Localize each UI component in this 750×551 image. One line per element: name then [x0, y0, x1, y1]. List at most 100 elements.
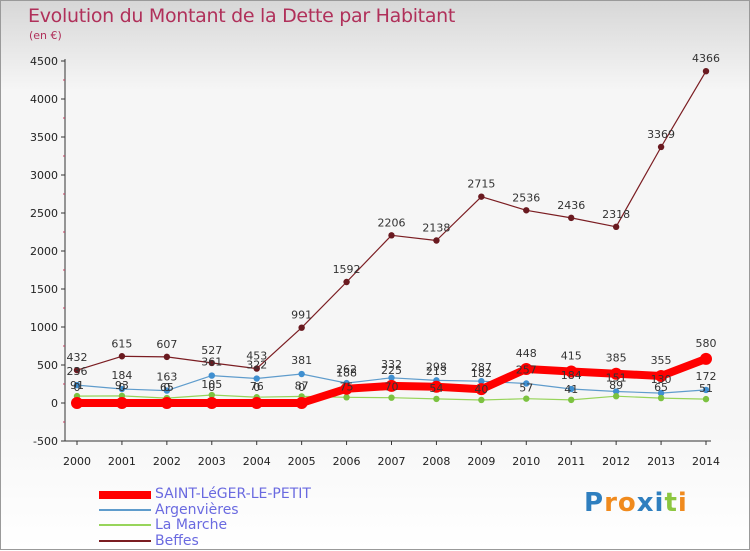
data-label: 4366	[692, 52, 720, 65]
data-label: 615	[111, 337, 132, 350]
data-label: 2436	[557, 199, 585, 212]
data-label: 262	[336, 363, 357, 376]
x-tick-label: 2002	[153, 455, 181, 468]
data-label: 57	[519, 382, 533, 395]
logo-letter: P	[584, 488, 605, 518]
chart-title: Evolution du Montant de la Dette par Hab…	[28, 5, 456, 27]
data-label: 2715	[467, 178, 495, 191]
data-label: 151	[606, 372, 627, 385]
data-point	[433, 395, 440, 403]
y-tick-label: -500	[33, 435, 58, 448]
x-tick-label: 2014	[692, 455, 720, 468]
data-point	[475, 383, 488, 396]
data-point	[298, 324, 305, 331]
data-label: 0	[253, 381, 260, 394]
data-label: 0	[163, 381, 170, 394]
y-tick-label: 4000	[30, 93, 58, 106]
data-point	[385, 379, 398, 392]
y-tick-label: 3500	[30, 131, 58, 144]
logo-letter: x	[636, 488, 655, 518]
data-point	[478, 193, 485, 200]
data-point	[73, 366, 81, 374]
data-label: 298	[426, 360, 447, 373]
data-point	[253, 365, 260, 372]
y-tick-label: 4500	[30, 55, 58, 68]
legend-swatch	[99, 524, 151, 526]
y-tick-label: 1000	[30, 321, 58, 334]
logo-letter: t	[664, 488, 678, 518]
data-label: 213	[426, 365, 447, 378]
data-point	[612, 223, 620, 231]
data-point	[298, 370, 305, 378]
data-point	[208, 391, 215, 399]
data-point	[343, 394, 350, 401]
data-label: 2318	[602, 208, 630, 221]
legend-swatch	[99, 539, 151, 542]
data-point	[478, 396, 485, 404]
logo-letter: i	[677, 488, 688, 518]
data-label: 188	[336, 367, 357, 380]
data-label: 236	[67, 365, 88, 378]
data-label: 76	[250, 380, 264, 393]
data-label: 65	[160, 381, 174, 394]
data-point	[568, 214, 575, 222]
x-tick-label: 2012	[602, 455, 630, 468]
data-label: 0	[118, 381, 125, 394]
data-label: 2138	[422, 222, 450, 235]
data-point	[478, 377, 485, 385]
data-label: 381	[291, 354, 312, 367]
data-label: 184	[561, 369, 582, 382]
data-label: 87	[295, 379, 309, 392]
data-label: 415	[561, 349, 582, 362]
x-tick-label: 2011	[557, 455, 585, 468]
data-point	[208, 359, 215, 367]
data-label: 580	[696, 337, 717, 350]
data-point	[205, 397, 218, 409]
data-point	[612, 393, 620, 400]
data-label: 527	[201, 344, 222, 357]
data-label: 130	[651, 373, 672, 386]
x-tick-label: 2000	[63, 455, 91, 468]
data-label: 172	[696, 370, 717, 383]
data-point	[655, 370, 668, 383]
data-point	[700, 352, 712, 365]
data-point	[657, 143, 665, 151]
x-tick-label: 2007	[378, 455, 406, 468]
data-point	[568, 385, 575, 393]
data-point	[657, 389, 665, 397]
data-label: 184	[111, 369, 132, 382]
logo-letter: o	[617, 488, 637, 518]
y-unit-label: (en €)	[29, 29, 62, 42]
data-point	[160, 397, 173, 409]
data-point	[118, 385, 126, 393]
data-point	[388, 394, 395, 401]
data-label: 163	[156, 371, 177, 384]
data-label: 51	[699, 382, 713, 395]
data-point	[430, 380, 443, 393]
data-label: 0	[208, 381, 215, 394]
data-label: 75	[340, 380, 354, 393]
y-tick-label: 500	[37, 359, 58, 372]
x-tick-label: 2008	[422, 455, 450, 468]
x-tick-label: 2004	[243, 455, 271, 468]
data-label: 70	[385, 381, 399, 394]
data-label: 991	[291, 309, 312, 322]
data-label: 91	[70, 379, 84, 392]
data-point	[163, 353, 171, 361]
data-label: 361	[201, 356, 222, 369]
data-point	[253, 375, 260, 382]
data-point	[523, 395, 530, 402]
legend-label: La Marche	[155, 517, 228, 533]
proxiti-logo: Proxiti	[584, 488, 688, 518]
data-label: 1592	[333, 263, 361, 276]
logo-letter: i	[654, 488, 665, 518]
x-tick-label: 2013	[647, 455, 675, 468]
data-point	[388, 374, 395, 381]
data-point	[702, 67, 710, 75]
data-label: 65	[654, 381, 668, 394]
data-point	[702, 395, 710, 403]
legend-swatch	[99, 508, 151, 511]
data-point	[118, 353, 126, 360]
data-label: 2536	[512, 191, 540, 204]
data-label: 89	[609, 379, 623, 392]
